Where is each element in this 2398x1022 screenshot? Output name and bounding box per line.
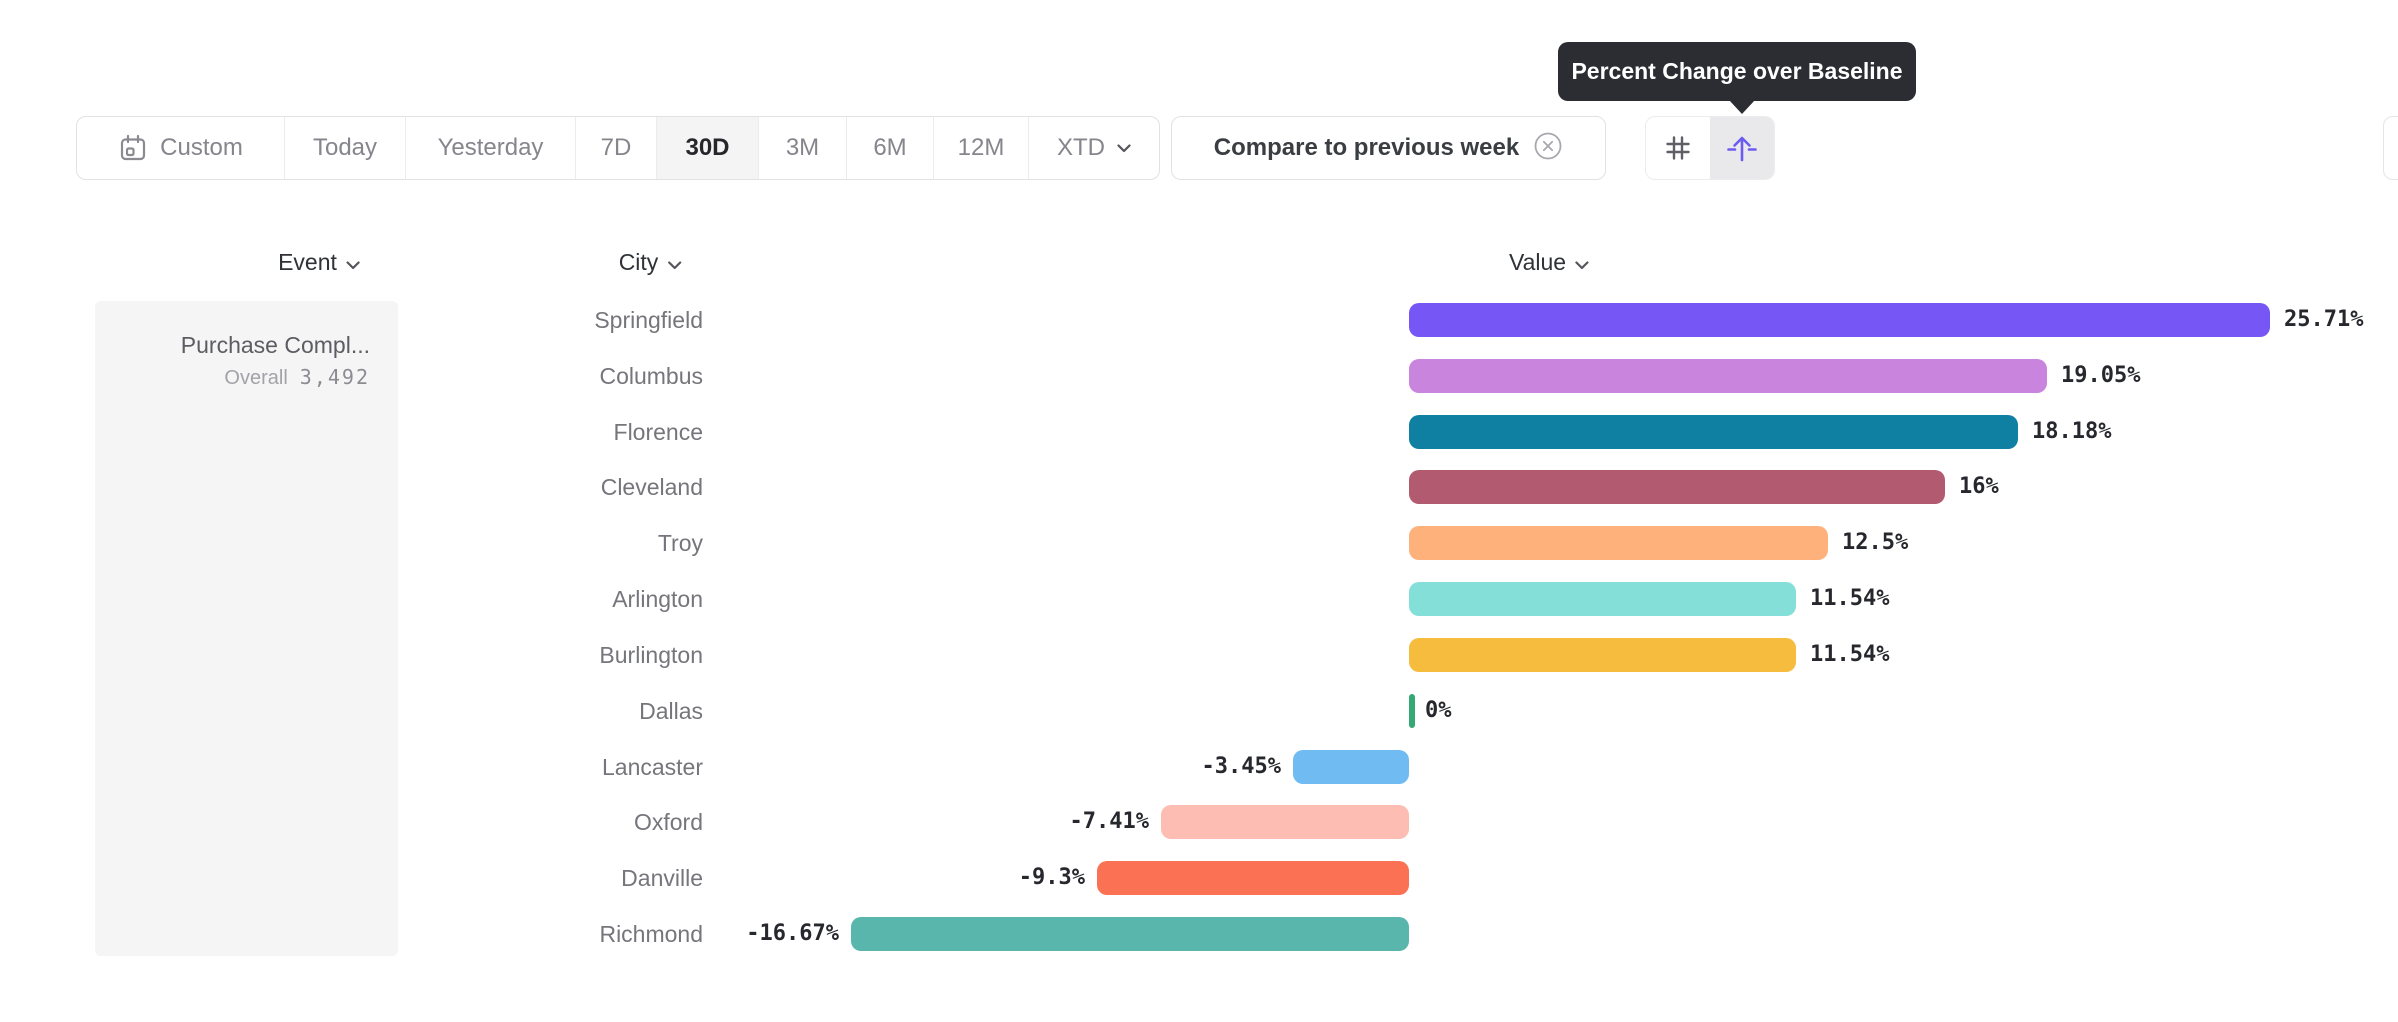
- table-row: Richmond -16.67%: [0, 906, 2398, 962]
- bar[interactable]: [1409, 359, 2047, 393]
- city-label: Dallas: [639, 698, 703, 724]
- bar[interactable]: [1161, 805, 1409, 839]
- bar-value-label: -16.67%: [746, 921, 839, 946]
- circle-x-icon[interactable]: [1533, 131, 1563, 166]
- compare-pill-label: Compare to previous week: [1213, 134, 1520, 161]
- city-label: Florence: [613, 419, 703, 445]
- city-label: Troy: [657, 530, 703, 556]
- bar-value-label: 16%: [1959, 474, 1999, 499]
- city-label: Danville: [621, 865, 703, 891]
- table-row: Burlington 11.54%: [0, 627, 2398, 683]
- bar-value-label: -3.45%: [1201, 754, 1281, 779]
- tooltip-caret: [1729, 100, 1755, 114]
- date-range-custom[interactable]: Custom: [77, 117, 285, 179]
- chevron-down-icon: [346, 249, 360, 276]
- toggle-absolute-values[interactable]: [1646, 117, 1710, 179]
- hash-icon: [1663, 133, 1693, 163]
- city-label: Lancaster: [601, 754, 703, 780]
- event-name: Purchase Compl...: [180, 332, 370, 358]
- table-row: Columbus 19.05%: [0, 348, 2398, 404]
- baseline-arrow-icon: [1725, 131, 1759, 165]
- date-range-label: Yesterday: [437, 134, 544, 161]
- bar-value-label: 19.05%: [2061, 363, 2141, 388]
- bar[interactable]: [1409, 582, 1796, 616]
- bar-value-label: -9.3%: [1018, 865, 1085, 890]
- chevron-down-icon: [1117, 143, 1131, 153]
- bar[interactable]: [1409, 303, 2270, 337]
- column-header-event[interactable]: Event: [278, 246, 360, 278]
- city-label: Oxford: [633, 809, 703, 835]
- bar[interactable]: [1409, 415, 2018, 449]
- city-label: Arlington: [612, 586, 703, 612]
- table-row: Dallas 0%: [0, 683, 2398, 739]
- column-header-city-label: City: [618, 248, 659, 275]
- chevron-down-icon: [667, 249, 681, 276]
- bar-value-label: 0%: [1425, 698, 1452, 723]
- column-header-event-label: Event: [278, 248, 337, 275]
- column-header-value[interactable]: Value: [1509, 246, 1589, 278]
- date-range-label: 3M: [785, 134, 820, 161]
- bar-value-label: 11.54%: [1810, 586, 1890, 611]
- date-range-control: Custom Today Yesterday 7D 30D 3M 6M 12M XTD: [76, 116, 1160, 180]
- bar-value-label: 11.54%: [1810, 642, 1890, 667]
- compare-pill[interactable]: Compare to previous week: [1171, 116, 1606, 180]
- date-range-12m[interactable]: 12M: [934, 117, 1029, 179]
- bar-value-label: 18.18%: [2032, 419, 2112, 444]
- table-row: Oxford -7.41%: [0, 794, 2398, 850]
- event-overall-row: Overall 3,492: [95, 361, 370, 394]
- date-range-label: Custom: [160, 134, 243, 161]
- clipped-right-button[interactable]: [2383, 116, 2398, 180]
- column-header-value-label: Value: [1508, 248, 1567, 275]
- column-header-city[interactable]: City: [619, 246, 682, 278]
- date-range-today[interactable]: Today: [285, 117, 406, 179]
- event-panel[interactable]: Purchase Compl... Overall 3,492: [95, 301, 398, 956]
- date-range-label: 7D: [600, 134, 632, 161]
- date-range-3m[interactable]: 3M: [759, 117, 847, 179]
- chevron-down-icon: [1575, 249, 1589, 276]
- toggle-percent-change-over-baseline[interactable]: [1710, 117, 1774, 179]
- view-toggle-group: [1645, 116, 1775, 180]
- bar-value-label: 25.71%: [2284, 307, 2364, 332]
- table-row: Troy 12.5%: [0, 515, 2398, 571]
- bar[interactable]: [1409, 470, 1945, 504]
- date-range-xtd[interactable]: XTD: [1029, 117, 1159, 179]
- bar[interactable]: [1409, 638, 1796, 672]
- bar[interactable]: [851, 917, 1409, 951]
- bar-value-label: -7.41%: [1069, 809, 1149, 834]
- date-range-label: XTD: [1057, 134, 1105, 161]
- date-range-7d[interactable]: 7D: [576, 117, 657, 179]
- tooltip-percent-change-over-baseline: Percent Change over Baseline: [1558, 42, 1916, 101]
- date-range-yesterday[interactable]: Yesterday: [406, 117, 576, 179]
- city-label: Cleveland: [600, 474, 703, 500]
- date-range-label: 12M: [957, 134, 1005, 161]
- table-row: Florence 18.18%: [0, 404, 2398, 460]
- date-range-6m[interactable]: 6M: [847, 117, 934, 179]
- table-row: Springfield 25.71%: [0, 292, 2398, 348]
- table-row: Cleveland 16%: [0, 459, 2398, 515]
- overall-label: Overall: [224, 367, 288, 389]
- bar-chart: Springfield 25.71% Columbus 19.05% Florence 1…: [0, 292, 2398, 972]
- table-row: Arlington 11.54%: [0, 571, 2398, 627]
- table-row: Lancaster -3.45%: [0, 739, 2398, 795]
- table-row: Danville -9.3%: [0, 850, 2398, 906]
- calendar-icon: [118, 133, 148, 163]
- bar[interactable]: [1409, 694, 1415, 728]
- bar[interactable]: [1409, 526, 1828, 560]
- city-label: Springfield: [594, 307, 703, 333]
- bar[interactable]: [1293, 750, 1409, 784]
- city-label: Richmond: [599, 921, 703, 947]
- bar-value-label: 12.5%: [1842, 530, 1909, 555]
- bar[interactable]: [1097, 861, 1409, 895]
- date-range-30d[interactable]: 30D: [657, 117, 759, 179]
- date-range-label: 6M: [873, 134, 907, 161]
- date-range-label: Today: [312, 134, 378, 161]
- city-label: Columbus: [599, 363, 703, 389]
- overall-value: 3,492: [299, 365, 370, 389]
- date-range-label: 30D: [685, 134, 730, 161]
- city-label: Burlington: [599, 642, 703, 668]
